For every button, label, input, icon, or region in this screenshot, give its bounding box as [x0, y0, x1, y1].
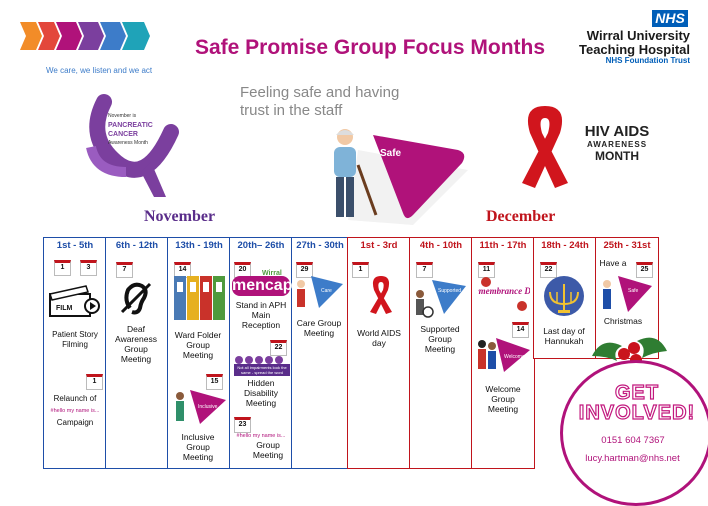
hello-my-name-tag: #hello my name is... [50, 408, 100, 414]
calendar-date-icon: 7 [116, 262, 133, 278]
hidden-disability-figures [234, 352, 290, 364]
holly-icon [592, 337, 667, 366]
calendar-date-icon: 23 [234, 417, 251, 433]
hiv-line1: HIV AIDS [584, 123, 650, 140]
event-christmas: Christmas [603, 316, 643, 326]
calendar-date-icon: 1 [86, 374, 103, 390]
event-mencap-stand: Stand in APH Main Reception [235, 300, 287, 330]
safe-caption: Feeling safe and having trust in the sta… [240, 84, 410, 120]
safe-label: Safe [380, 148, 402, 159]
welcome-triangle-icon: Welcome [478, 338, 530, 372]
welcome-badge: Welcome [504, 354, 525, 360]
supported-badge: Supported [438, 288, 461, 294]
event-hannukah: Last day of Hannukah [543, 326, 585, 346]
event-welcome: Welcome Group Meeting [485, 384, 521, 414]
week-header-1: 1st - 5th [56, 240, 94, 251]
hidden-disability-banner: Not all impairments look the same - spre… [234, 364, 290, 376]
event-world-aids: World AIDS day [357, 328, 401, 348]
ward-folders-icon [174, 276, 225, 320]
purple-ribbon-icon [86, 94, 179, 197]
event-have-a: Have a [599, 258, 627, 268]
event-hidden-disability: Hidden Disability Meeting [243, 378, 278, 408]
safe-caption-line1: Feeling safe and having [240, 84, 400, 101]
calendar-date-icon: 1 [352, 262, 369, 278]
menorah-icon [544, 276, 584, 316]
calendar-date-icon: 15 [206, 374, 223, 390]
calendar-date-icon: 29 [296, 262, 313, 278]
week-header-10: 25th - 31st [603, 240, 651, 251]
calendar-date-icon: 22 [270, 340, 287, 356]
page-title: Safe Promise Group Focus Months [194, 36, 546, 59]
red-ribbon-icon [522, 106, 568, 188]
week-header-7: 4th - 10th [419, 240, 463, 251]
calendar-date-icon: 25 [636, 262, 653, 278]
week-header-2: 6th - 12th [115, 240, 159, 251]
get-involved-heading: GET INVOLVED! [578, 382, 696, 424]
calendar-date-icon: 3 [80, 260, 97, 276]
org-line2: Teaching Hospital [579, 42, 690, 57]
inclusive-badge: Inclusive [198, 404, 218, 410]
org-line1: Wirral University [586, 28, 690, 43]
hello-my-name-tag: #hello my name is... [236, 433, 286, 439]
christmas-badge: Safe [628, 288, 639, 294]
event-deaf-awareness: Deaf Awareness Group Meeting [115, 324, 157, 364]
calendar-date-icon: 22 [540, 262, 557, 278]
org-name: Wirral University Teaching Hospital [579, 29, 690, 57]
event-campaign: Campaign [56, 418, 94, 427]
calendar-date-icon: 1 [54, 260, 71, 276]
hiv-line3: MONTH [595, 149, 639, 163]
care-triangle-icon: Care [297, 276, 343, 308]
week-header-4: 20th– 26th [237, 240, 285, 251]
deaf-ear-icon [120, 282, 152, 315]
inclusive-triangle-icon: Inclusive [176, 390, 226, 424]
remembrance-label: Remembrance Day [478, 286, 530, 296]
hiv-line2: AWARENESS [586, 140, 648, 149]
month-december: December [486, 208, 556, 225]
pancreatic-line4: Awareness Month [108, 140, 148, 146]
pancreatic-line1: November is [108, 113, 137, 119]
event-ward-folder: Ward Folder Group Meeting [174, 330, 222, 360]
calendar-date-icon: 7 [416, 262, 433, 278]
film-clapper-icon: FILM [49, 285, 100, 317]
event-care-group: Care Group Meeting [296, 318, 342, 338]
month-november: November [144, 208, 216, 225]
header-arrows-graphic [20, 22, 150, 50]
week-column-2: 6th - 12th [105, 237, 169, 469]
calendar-date-icon: 14 [512, 322, 529, 338]
contact-email[interactable]: lucy.hartman@nhs.net [585, 453, 680, 464]
event-patient-story: Patient Story Filming [52, 330, 98, 349]
safe-caption-line2: trust in the staff [240, 102, 343, 119]
event-inclusive: Inclusive Group Meeting [181, 432, 215, 462]
week-header-8: 11th - 17th [479, 240, 527, 251]
supported-triangle-icon: Supported [416, 280, 466, 318]
pancreatic-cancer-label: November is PANCREATIC CANCER Awareness … [108, 112, 168, 148]
nhs-logo: NHS [652, 10, 688, 27]
event-supported: Supported Group Meeting [420, 324, 460, 354]
week-header-5: 27th - 30th [296, 240, 344, 251]
film-label: FILM [56, 305, 72, 312]
org-trust: NHS Foundation Trust [605, 56, 690, 65]
care-badge: Care [321, 288, 332, 294]
christmas-triangle-icon: Safe [603, 276, 652, 312]
hiv-aids-label: HIV AIDS AWARENESS MONTH [582, 123, 652, 164]
event-relaunch: Relaunch of [53, 394, 97, 403]
pancreatic-line3: CANCER [108, 131, 138, 138]
week-column-1: 1st - 5th [43, 237, 107, 469]
week-header-6: 1st - 3rd [360, 240, 398, 251]
event-group-meeting: Group Meeting [252, 440, 284, 460]
red-ribbon-icon [370, 276, 392, 314]
contact-phone[interactable]: 0151 604 7367 [601, 435, 665, 446]
tagline: We care, we listen and we act [46, 66, 153, 75]
mencap-wirral-label: Wirral [262, 270, 282, 277]
mencap-logo: mencap [232, 276, 293, 296]
week-header-3: 13th - 19th [175, 240, 223, 251]
pancreatic-line2: PANCREATIC [108, 122, 153, 129]
week-header-9: 18th - 24th [541, 240, 589, 251]
remembrance-day-graphic: Remembrance Day [468, 274, 540, 314]
get-involved-badge [560, 360, 708, 506]
week-column-6: 1st - 3rd [347, 237, 411, 469]
safe-figure-illustration: Safe [334, 129, 468, 225]
